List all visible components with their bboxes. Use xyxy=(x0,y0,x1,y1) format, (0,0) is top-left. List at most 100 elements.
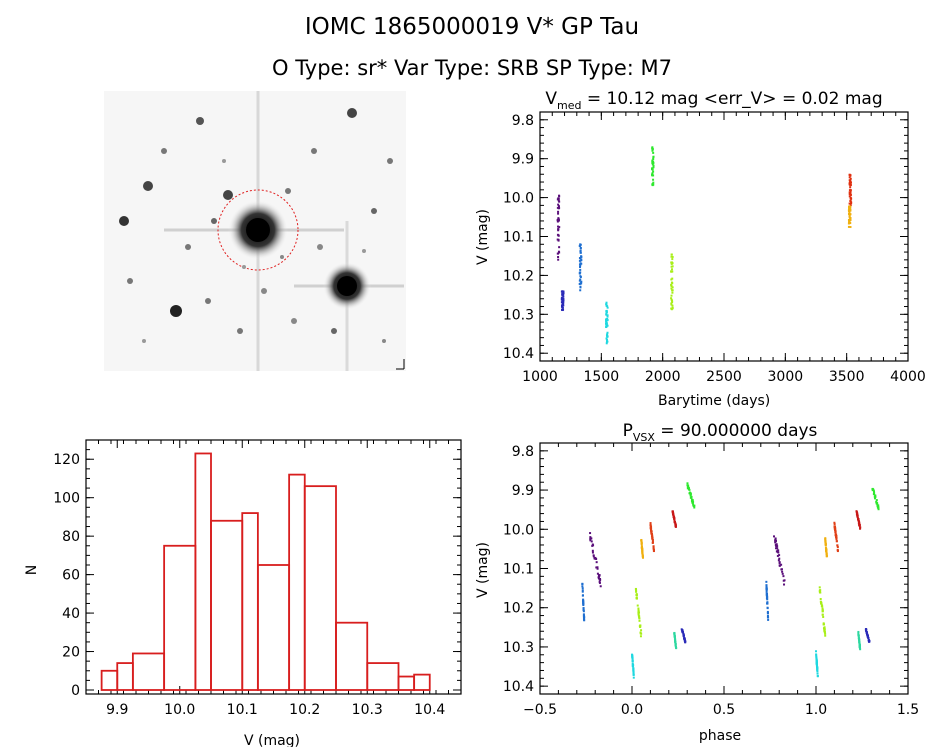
lightcurve-point xyxy=(561,309,564,312)
lightcurve-point xyxy=(849,189,852,192)
phase-point xyxy=(640,545,643,548)
phase-point xyxy=(816,672,819,675)
histogram-bar xyxy=(288,473,306,691)
lightcurve-point xyxy=(605,311,608,314)
lightcurve-point xyxy=(849,194,852,197)
phase-point xyxy=(867,636,870,639)
phase-point xyxy=(582,608,585,611)
phase-point xyxy=(674,525,677,528)
phase-point xyxy=(673,516,676,519)
lightcurve-point xyxy=(670,265,673,268)
phase-point xyxy=(815,655,818,658)
x-tick-label: 1000 xyxy=(522,369,558,385)
phase-point xyxy=(649,522,652,525)
phase-point xyxy=(819,591,822,594)
lightcurve-point xyxy=(558,195,561,198)
lightcurve-point xyxy=(557,217,560,220)
phase-point xyxy=(766,598,769,601)
lightcurve-point xyxy=(850,197,853,200)
phase-point xyxy=(776,547,779,550)
y-tick-label: 10.0 xyxy=(503,191,534,207)
lightcurve-point xyxy=(848,173,851,176)
lightcurve-point xyxy=(849,186,852,189)
lightcurve-point xyxy=(579,275,582,278)
x-tick-label: 10.1 xyxy=(227,702,258,718)
lightcurve-point xyxy=(557,238,560,241)
y-tick-label: 60 xyxy=(62,568,80,584)
phase-point xyxy=(867,640,870,643)
phase-point xyxy=(692,503,695,506)
phase-point xyxy=(674,642,677,645)
phase-point xyxy=(635,589,638,592)
phase-point xyxy=(766,596,769,599)
phase-point xyxy=(582,610,585,613)
lightcurve-point xyxy=(670,261,673,264)
x-tick-label: 2000 xyxy=(645,369,681,385)
x-tick-label: 2500 xyxy=(706,369,742,385)
lightcurve-point xyxy=(606,324,609,327)
phase-point xyxy=(871,488,874,491)
histogram-bar xyxy=(366,662,400,691)
phase-point xyxy=(857,633,860,636)
y-tick-label: 20 xyxy=(62,645,80,661)
phase-point xyxy=(673,521,676,524)
lightcurve-point xyxy=(558,200,561,203)
phase-point xyxy=(858,524,861,527)
lightcurve-point xyxy=(557,228,560,231)
lightcurve-point xyxy=(652,166,655,169)
phase-point xyxy=(582,600,585,603)
lightcurve-point xyxy=(849,213,852,216)
lightcurve-point xyxy=(652,156,655,159)
phase-point xyxy=(835,540,838,543)
histogram-bar xyxy=(241,512,259,691)
histogram-bar xyxy=(116,662,134,691)
lightcurve-point xyxy=(670,262,673,265)
lightcurve-point xyxy=(606,340,609,343)
phase-point xyxy=(773,535,776,538)
lightcurve-point xyxy=(670,297,673,300)
y-tick-label: 9.9 xyxy=(512,152,534,168)
lightcurve-point xyxy=(847,212,850,215)
lightcurve-point xyxy=(558,226,561,229)
phase-point xyxy=(682,635,685,638)
lightcurve-point xyxy=(652,178,655,181)
lightcurve-point xyxy=(579,247,582,250)
x-tick-label: 10.4 xyxy=(414,702,445,718)
phase-point xyxy=(776,554,779,557)
phase-point xyxy=(673,633,676,636)
phase-point xyxy=(816,670,819,673)
lightcurve-point xyxy=(671,258,674,261)
phase-point xyxy=(639,624,642,627)
phase-point xyxy=(691,498,694,501)
lightcurve-point xyxy=(606,315,609,318)
phase-point xyxy=(859,527,862,530)
phase-point xyxy=(639,625,642,628)
y-tick-label: 10.3 xyxy=(503,307,534,323)
phase-point xyxy=(683,638,686,641)
phase-point xyxy=(778,561,781,564)
lightcurve-point xyxy=(848,202,851,205)
lightcurve-point xyxy=(670,283,673,286)
phase-point xyxy=(641,556,644,559)
histogram-frame xyxy=(85,439,462,695)
phase-point xyxy=(687,484,690,487)
phase-point xyxy=(858,641,861,644)
phase-point xyxy=(778,554,781,557)
lightcurve-point xyxy=(580,258,583,261)
lightcurve-point xyxy=(562,299,565,302)
phase-point xyxy=(824,537,827,540)
lightcurve-point xyxy=(561,292,564,295)
phase-point xyxy=(767,618,770,621)
lightcurve-point xyxy=(651,172,654,175)
phase-point xyxy=(591,543,594,546)
phase-point xyxy=(635,593,638,596)
lightcurve-point xyxy=(849,191,852,194)
phase-point xyxy=(638,619,641,622)
phase-point xyxy=(632,667,635,670)
phase-panel: PVSX = 90.000000 days −0.5 0.0 0.5 1.0 1.5 9.… xyxy=(475,421,919,744)
phase-point xyxy=(651,537,654,540)
lightcurve-panel: Vmed = 10.12 mag <err_V> = 0.02 mag 1000… xyxy=(475,89,926,409)
lightcurve-point xyxy=(651,163,654,166)
phase-point xyxy=(822,623,825,626)
lightcurve-point xyxy=(579,251,582,254)
